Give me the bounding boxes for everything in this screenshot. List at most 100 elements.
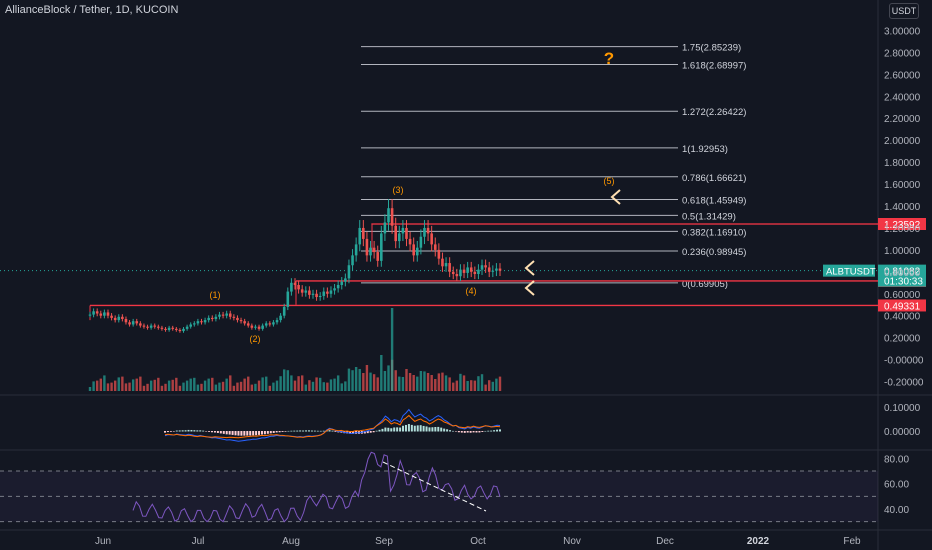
volume-bar [229,375,232,391]
macd-histogram-bar [331,430,334,432]
candle-body [142,325,146,327]
volume-bar [459,373,462,391]
candle-body [121,316,124,319]
macd-histogram-bar [428,427,431,432]
volume-bars [88,308,502,391]
candle-body [451,271,455,275]
macd-histogram-bar [263,431,266,435]
macd-histogram-bar [281,431,284,432]
price-tick-label: 2.60000 [884,70,921,81]
macd-histogram-bar [390,428,393,432]
candle-body [444,263,448,267]
price-tick-label: 3.00000 [884,26,921,37]
candle-body [329,290,333,294]
macd-histogram-bar [225,431,228,435]
candle-body [243,321,246,324]
candle-body [124,318,128,323]
volume-bar [448,377,451,391]
volume-bar [318,377,322,391]
volume-bar [401,377,405,391]
price-tick-label: -0.00000 [884,356,924,367]
macd-histogram-bar [175,430,178,432]
candle-body [387,208,390,223]
axes: Jun Jul Aug Sep Oct Nov Dec 2022 Feb 3.00000 2.800… [95,26,924,547]
level-tag-bg [878,299,926,312]
macd-histogram-bar [302,430,305,432]
macd-histogram-bar [449,430,452,432]
symbol-tag-label: ALBTUSDT [826,267,876,278]
volume-bar [268,385,272,391]
volume-bar [488,380,491,391]
volume-bar [347,368,351,391]
macd-histogram-bar [413,425,416,432]
volume-bar [329,379,333,391]
volume-bar [157,377,160,391]
volume-bar [358,369,361,391]
macd-histogram-bar [184,430,187,432]
macd-histogram-bar [446,429,449,432]
volume-bar [498,376,502,391]
macd-histogram-bar [299,430,302,432]
candle-body [167,327,171,330]
candle-body [236,317,239,321]
volume-bar [362,373,365,391]
candle-body [423,227,426,237]
wave-label: (3) [393,185,404,195]
volume-bar [480,374,484,391]
volume-bar [167,380,171,391]
macd-histogram-bar [402,425,405,432]
candle-body [175,328,178,330]
level-tag-bg [878,217,926,230]
candle-body [293,282,297,285]
candle-body [344,278,347,282]
macd-histogram-bar [349,431,352,434]
macd-histogram-bar [181,430,184,432]
volume-bar [92,381,95,391]
volume-bar [149,380,153,391]
candle-body [254,326,257,328]
candle-body [189,324,193,327]
question-annotation: ? [604,49,614,68]
price-tick-label: 2.20000 [884,114,921,125]
candle-body [250,325,254,328]
volume-bar [146,383,149,391]
volume-bar [423,371,426,391]
macd-histogram-bar [434,427,437,432]
volume-bar [236,382,239,391]
candle-body [390,208,394,226]
volume-bar [344,381,347,391]
volume-bar [380,355,383,391]
candle-body [218,314,221,317]
candle-body [149,325,153,328]
volume-bar [437,373,441,391]
macd-histogram-bar [278,431,281,433]
volume-bar [452,382,455,391]
candle-body [354,244,358,256]
macd-histogram-bar [272,431,275,433]
candle-body [495,268,498,271]
macd-histogram-bar [296,430,299,432]
macd-histogram-bar [478,431,481,433]
macd-histogram-bar [307,430,310,432]
macd-histogram-bar [319,430,322,432]
x-tick-label: Jul [192,536,205,547]
candle-body [380,233,383,261]
volume-bar [193,377,196,391]
fib-level-label: 0.618(1.45949) [682,195,746,206]
x-tick-label: Nov [563,536,581,547]
candle-body [347,265,351,279]
volume-bar [225,378,228,391]
volume-bar [139,376,142,391]
candle-body [207,317,210,321]
wave-label: (2) [250,334,261,344]
candle-body [408,238,412,245]
candle-body [477,269,480,275]
candle-body [239,320,243,322]
x-tick-label: Feb [843,536,861,547]
macd-histogram-bar [255,431,258,436]
currency-button[interactable]: USDT [889,3,919,19]
rsi-pane [0,451,878,523]
volume-bar [164,383,167,391]
candle-body [473,271,477,275]
candle-body [88,314,92,316]
